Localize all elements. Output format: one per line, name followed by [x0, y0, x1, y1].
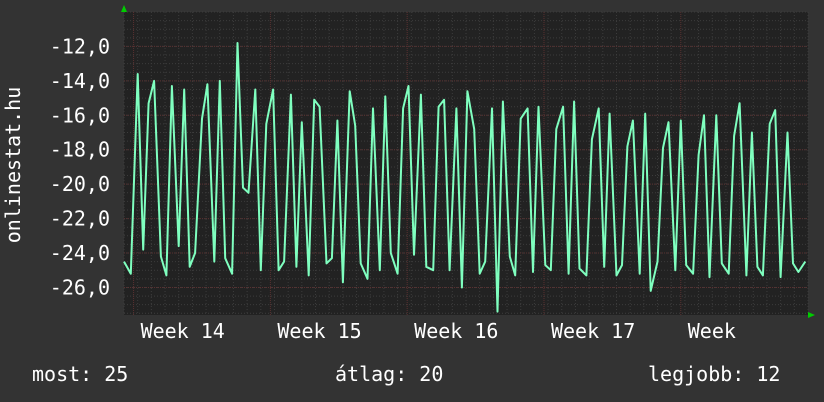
series: [123, 42, 807, 313]
x-tick-label: Week 15: [277, 319, 361, 343]
y-axis-arrow: [121, 5, 127, 12]
x-tick-label: Week 14: [141, 319, 225, 343]
x-tick-label: Week: [688, 319, 736, 343]
chart: -12,0 -14,0 -16,0 -18,0 -20,0 -22,0 -24,0 -26,0…: [1, 5, 815, 343]
y-axis-title: onlinestat.hu: [1, 87, 25, 244]
y-tick-labels: -12,0 -14,0 -16,0 -18,0 -20,0 -22,0 -24,0 -26,0: [50, 34, 110, 299]
series-line: [123, 42, 807, 313]
y-tick-label: -24,0: [50, 241, 110, 265]
y-tick-label: -26,0: [50, 275, 110, 299]
axis-arrows: [121, 5, 815, 318]
y-tick-label: -16,0: [50, 103, 110, 127]
current-value: most: 25: [32, 362, 129, 386]
y-tick-label: -22,0: [50, 207, 110, 231]
y-tick-label: -20,0: [50, 172, 110, 196]
x-tick-labels: Week 14 Week 15 Week 16 Week 17 Week: [141, 319, 736, 343]
grid: [123, 11, 809, 315]
average-value: átlag: 20: [335, 362, 444, 386]
y-tick-label: -18,0: [50, 138, 110, 162]
x-tick-label: Week 17: [551, 319, 635, 343]
y-tick-label: -12,0: [50, 34, 110, 58]
y-tick-label: -14,0: [50, 69, 110, 93]
x-axis-arrow: [808, 312, 815, 318]
x-tick-label: Week 16: [414, 319, 498, 343]
best-value: legjobb: 12: [648, 362, 781, 386]
